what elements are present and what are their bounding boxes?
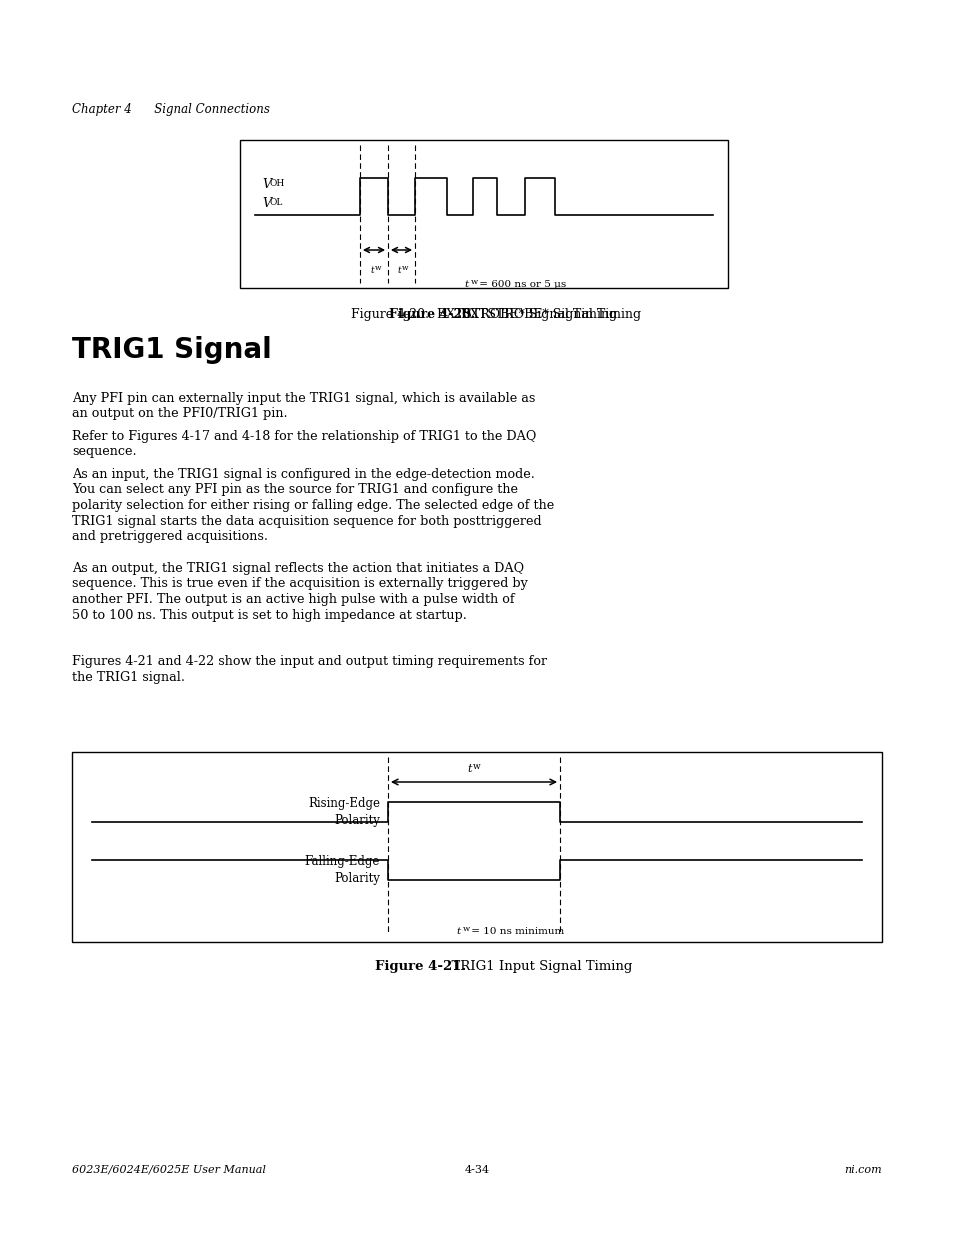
Text: 4-34: 4-34 bbox=[464, 1165, 489, 1174]
Text: w: w bbox=[402, 264, 408, 272]
Text: ni.com: ni.com bbox=[843, 1165, 882, 1174]
Text: t: t bbox=[456, 927, 459, 936]
Text: w: w bbox=[375, 264, 381, 272]
Text: w: w bbox=[473, 762, 480, 771]
Text: Figure 4-20.  EXTSTROBE* Signal Timing: Figure 4-20. EXTSTROBE* Signal Timing bbox=[351, 308, 617, 321]
Text: w: w bbox=[462, 925, 470, 932]
Text: Any PFI pin can externally input the TRIG1 signal, which is available as: Any PFI pin can externally input the TRI… bbox=[71, 391, 535, 405]
Text: TRIG1 signal starts the data acquisition sequence for both posttriggered: TRIG1 signal starts the data acquisition… bbox=[71, 515, 541, 527]
Text: Figure 4-21.: Figure 4-21. bbox=[375, 960, 465, 973]
Text: t: t bbox=[467, 764, 472, 774]
Text: 6023E/6024E/6025E User Manual: 6023E/6024E/6025E User Manual bbox=[71, 1165, 266, 1174]
Text: OH: OH bbox=[270, 179, 285, 188]
Text: You can select any PFI pin as the source for TRIG1 and configure the: You can select any PFI pin as the source… bbox=[71, 483, 517, 496]
Text: polarity selection for either rising or falling edge. The selected edge of the: polarity selection for either rising or … bbox=[71, 499, 554, 513]
Text: V: V bbox=[262, 178, 271, 191]
Text: OL: OL bbox=[270, 198, 283, 207]
Text: TRIG1 Signal: TRIG1 Signal bbox=[71, 336, 272, 364]
Text: another PFI. The output is an active high pulse with a pulse width of: another PFI. The output is an active hig… bbox=[71, 593, 514, 606]
Text: EXTSTROBE* Signal Timing: EXTSTROBE* Signal Timing bbox=[453, 308, 640, 321]
Text: an output on the PFI0/TRIG1 pin.: an output on the PFI0/TRIG1 pin. bbox=[71, 408, 287, 420]
Text: t: t bbox=[463, 280, 468, 289]
Bar bbox=[240, 140, 727, 288]
Text: Falling-Edge
Polarity: Falling-Edge Polarity bbox=[304, 855, 379, 885]
Text: 50 to 100 ns. This output is set to high impedance at startup.: 50 to 100 ns. This output is set to high… bbox=[71, 609, 466, 621]
Text: = 600 ns or 5 μs: = 600 ns or 5 μs bbox=[476, 280, 566, 289]
Text: Refer to Figures 4-17 and 4-18 for the relationship of TRIG1 to the DAQ: Refer to Figures 4-17 and 4-18 for the r… bbox=[71, 430, 536, 443]
Text: Figures 4-21 and 4-22 show the input and output timing requirements for: Figures 4-21 and 4-22 show the input and… bbox=[71, 655, 547, 668]
Text: the TRIG1 signal.: the TRIG1 signal. bbox=[71, 671, 185, 683]
Text: t: t bbox=[370, 266, 374, 275]
Text: sequence.: sequence. bbox=[71, 446, 136, 458]
Text: Chapter 4      Signal Connections: Chapter 4 Signal Connections bbox=[71, 103, 270, 116]
Text: As an input, the TRIG1 signal is configured in the edge-detection mode.: As an input, the TRIG1 signal is configu… bbox=[71, 468, 535, 480]
Text: sequence. This is true even if the acquisition is externally triggered by: sequence. This is true even if the acqui… bbox=[71, 578, 527, 590]
Bar bbox=[71, 752, 882, 942]
Text: Rising-Edge
Polarity: Rising-Edge Polarity bbox=[308, 797, 379, 827]
Text: TRIG1 Input Signal Timing: TRIG1 Input Signal Timing bbox=[442, 960, 632, 973]
Text: and pretriggered acquisitions.: and pretriggered acquisitions. bbox=[71, 530, 268, 543]
Text: V: V bbox=[262, 198, 271, 210]
Text: w: w bbox=[471, 278, 477, 287]
Text: As an output, the TRIG1 signal reflects the action that initiates a DAQ: As an output, the TRIG1 signal reflects … bbox=[71, 562, 523, 576]
Text: t: t bbox=[397, 266, 401, 275]
Text: = 10 ns minimum: = 10 ns minimum bbox=[468, 927, 563, 936]
Text: Figure 4-20.: Figure 4-20. bbox=[389, 308, 475, 321]
